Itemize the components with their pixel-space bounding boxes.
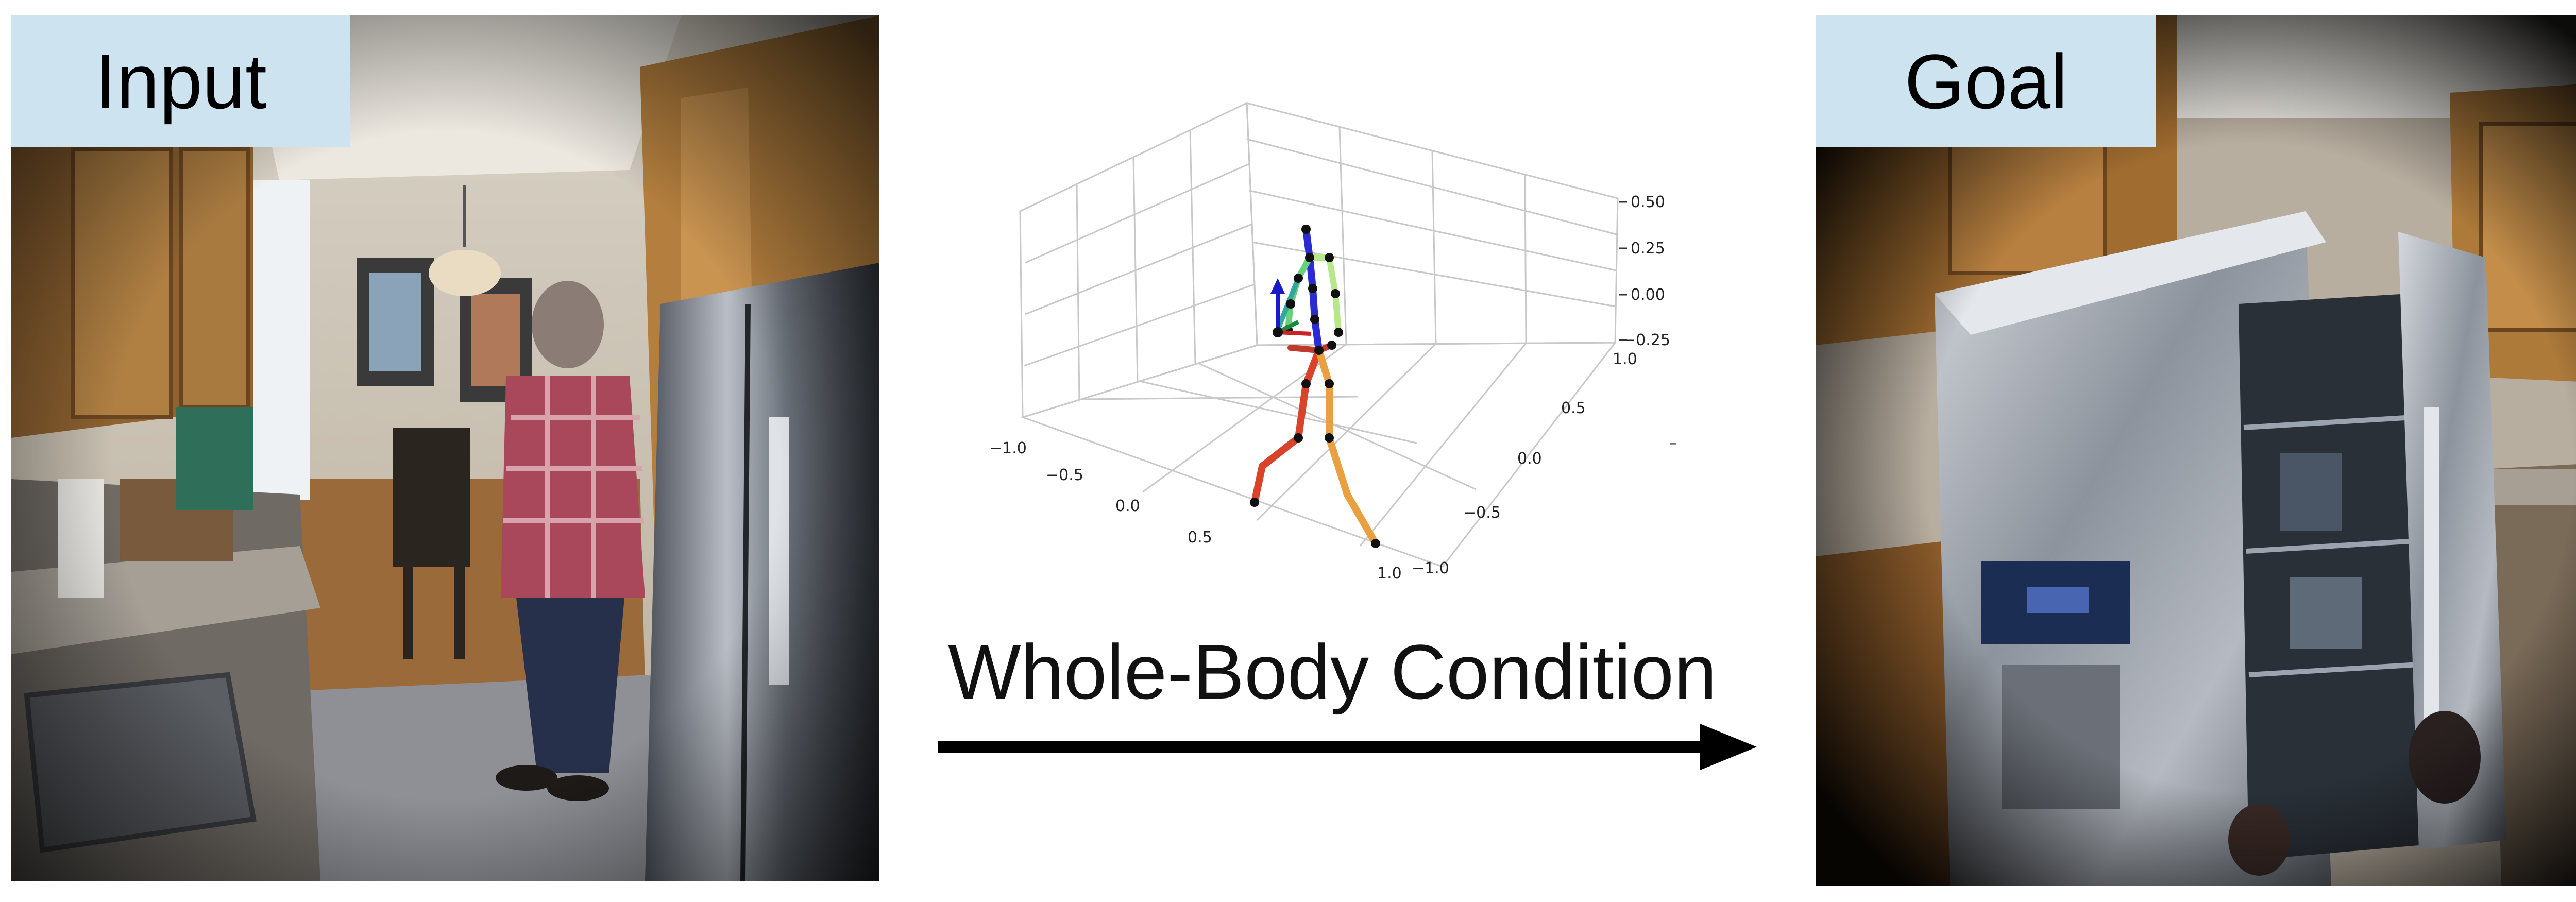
skeleton-right-arm	[1307, 254, 1342, 335]
skeleton-left-leg	[1251, 347, 1323, 506]
goal-label: Goal	[1816, 15, 2156, 147]
tick-z-3: −0.25	[1623, 331, 1670, 349]
input-image-panel	[11, 15, 879, 881]
input-label: Input	[11, 15, 350, 147]
tick-side-3: 0.5	[1561, 399, 1586, 417]
tick-front-0: −1.0	[989, 439, 1027, 457]
tick-side-1: −0.5	[1463, 504, 1501, 522]
tick-side-0: −1.0	[1412, 559, 1449, 577]
tick-front-1: −0.5	[1046, 466, 1083, 484]
goal-label-text: Goal	[1904, 38, 2068, 125]
condition-caption: Whole-Body Condition	[948, 628, 1717, 715]
pose-3d-plot: −1.0 −0.5 0.0 0.5 1.0 −1.0 −0.5 0.0 0.5 …	[989, 101, 1677, 583]
side-axis-dash: –	[1669, 434, 1677, 452]
root-axis-arrows	[1270, 278, 1312, 337]
tick-side-4: 1.0	[1613, 350, 1637, 368]
tick-side-2: 0.0	[1517, 450, 1542, 468]
tick-z-0: 0.50	[1631, 193, 1665, 211]
tick-z-2: 0.00	[1631, 286, 1665, 304]
tick-front-2: 0.0	[1115, 497, 1140, 515]
skeleton-hip	[1287, 342, 1335, 353]
tick-front-3: 0.5	[1188, 529, 1212, 547]
input-label-text: Input	[95, 38, 267, 125]
tick-front-4: 1.0	[1377, 565, 1402, 583]
tick-z-1: 0.25	[1631, 240, 1665, 258]
right-arrow	[938, 724, 1757, 770]
skeleton-right-leg	[1315, 347, 1379, 547]
input-kitchen-photo	[11, 15, 879, 881]
